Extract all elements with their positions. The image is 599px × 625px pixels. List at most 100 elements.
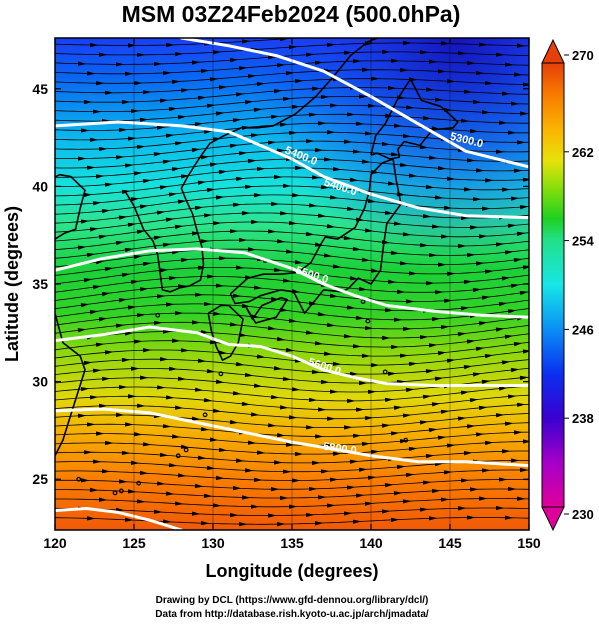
contour-label: 5800.0 (322, 441, 357, 458)
streamline-arrow (305, 512, 315, 518)
streamline-arrow (267, 229, 277, 234)
streamline-arrow (104, 350, 114, 355)
streamline-arrow (153, 61, 163, 67)
streamline-arrow (209, 162, 219, 167)
streamline-arrow (382, 335, 391, 341)
streamline-arrow (367, 475, 377, 480)
streamline-arrow (83, 360, 93, 366)
streamline-arrow (457, 416, 467, 421)
streamline-arrow (326, 503, 336, 508)
streamline-arrow (330, 103, 339, 108)
streamline-arrow (440, 497, 450, 502)
streamline-arrow (153, 152, 163, 157)
streamline-arrow (77, 61, 87, 66)
streamline-arrow (475, 261, 485, 266)
streamline-arrow (239, 237, 248, 243)
y-tick-label: 35 (32, 276, 48, 292)
streamline-arrow (359, 380, 368, 386)
streamline-arrow (118, 215, 128, 220)
streamline-arrow (425, 184, 435, 190)
streamline-arrow (332, 451, 342, 456)
streamline-arrow (153, 509, 163, 514)
streamline-arrow (419, 243, 429, 248)
streamline-arrow (390, 250, 400, 255)
streamline-arrow (364, 131, 374, 136)
streamline-arrow (86, 252, 96, 258)
streamline-arrow (292, 478, 301, 483)
streamline-arrow (235, 92, 245, 97)
streamline-arrow (121, 450, 131, 456)
island (76, 476, 82, 482)
streamline-arrow (472, 287, 482, 293)
streamline-arrow (516, 231, 526, 237)
streamline-arrow (119, 385, 128, 390)
streamline-arrow (95, 174, 105, 179)
streamline-arrow (475, 432, 485, 437)
streamline-arrow (396, 289, 406, 294)
streamline-arrow (469, 398, 479, 403)
credit-line-1: Drawing by DCL (https://www.gfd-dennou.o… (156, 595, 429, 606)
streamline-arrow (426, 281, 435, 286)
streamline-arrow (422, 394, 432, 400)
streamline-arrow (481, 468, 491, 473)
streamline-arrow (142, 442, 152, 447)
streamline-arrow (177, 473, 187, 478)
streamline-arrow (419, 420, 429, 425)
coastline-korea (123, 142, 211, 293)
streamline-arrow (349, 177, 359, 182)
streamline-arrow (507, 309, 517, 314)
streamline-arrow (229, 58, 239, 63)
streamline-arrow (105, 440, 114, 446)
streamline-arrow (247, 440, 257, 445)
streamline-arrow (517, 496, 526, 501)
streamline-arrow (206, 187, 216, 193)
streamline-arrow (446, 176, 456, 181)
streamline-arrow (295, 165, 304, 171)
streamline-arrow (323, 351, 333, 356)
streamline-arrow (402, 413, 412, 418)
x-tick-label: 125 (122, 535, 146, 551)
streamline-arrow (229, 322, 239, 327)
streamline-arrow (232, 391, 242, 396)
streamline-arrow (177, 199, 187, 204)
streamline-arrow (285, 71, 295, 76)
streamline-arrow (279, 122, 289, 127)
streamline-arrow (156, 385, 166, 390)
streamline-arrow (473, 197, 482, 202)
streamline-arrow (461, 215, 470, 221)
streamline-arrow (273, 89, 283, 94)
streamline-arrow (393, 405, 403, 410)
streamline-arrow (139, 470, 149, 476)
streamline-arrow (139, 204, 149, 209)
streamline-arrow (306, 138, 315, 144)
streamline-arrow (501, 91, 511, 96)
streamline-arrow (408, 361, 418, 367)
streamline-arrow (308, 112, 318, 117)
streamline-arrow (229, 419, 239, 425)
colorbar-ticks: 270 262 254 246 238 230 (564, 48, 594, 522)
streamline-arrow (256, 450, 266, 455)
streamline-arrow (84, 99, 93, 105)
streamline-arrow (247, 74, 257, 79)
streamline-arrow (434, 376, 444, 381)
streamline-arrow (470, 225, 479, 230)
streamline-arrow (288, 220, 298, 226)
island (183, 447, 189, 453)
streamline-arrow (241, 39, 251, 44)
streamline-arrow (174, 224, 184, 230)
streamline-arrow (466, 252, 476, 258)
streamline-arrow (463, 365, 473, 370)
island (175, 453, 181, 459)
streamline-arrow (475, 346, 485, 352)
streamline-arrow (440, 325, 450, 330)
streamline-arrow (517, 43, 526, 48)
streamline-arrow (384, 210, 394, 215)
streamline-arrow (499, 477, 508, 482)
streamline-arrow (244, 468, 254, 473)
streamline-arrow (294, 259, 304, 265)
streamline-arrow (235, 361, 245, 367)
streamline-arrow (482, 206, 491, 211)
streamline-arrow (95, 342, 105, 347)
streamline-arrow (479, 496, 488, 501)
